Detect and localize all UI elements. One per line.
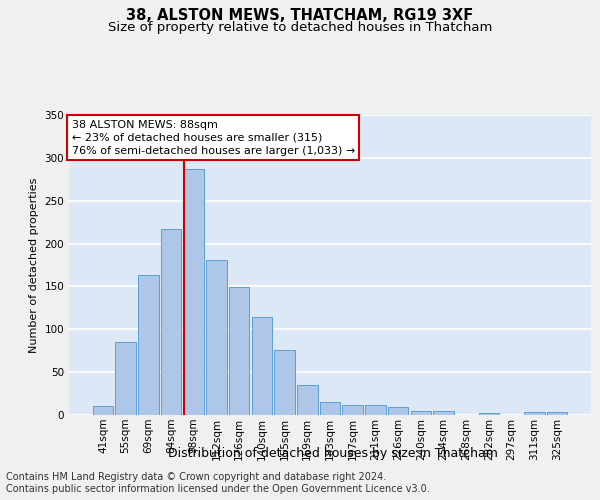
Y-axis label: Number of detached properties: Number of detached properties bbox=[29, 178, 39, 352]
Text: 38 ALSTON MEWS: 88sqm
← 23% of detached houses are smaller (315)
76% of semi-det: 38 ALSTON MEWS: 88sqm ← 23% of detached … bbox=[71, 120, 355, 156]
Bar bbox=[251, 318, 272, 415]
Bar bbox=[184, 169, 204, 415]
Bar bbox=[115, 342, 136, 415]
Bar bbox=[343, 404, 363, 415]
Bar bbox=[320, 402, 340, 415]
Text: Contains HM Land Registry data © Crown copyright and database right 2024.: Contains HM Land Registry data © Crown c… bbox=[6, 472, 386, 482]
Bar bbox=[410, 410, 431, 415]
Bar bbox=[547, 412, 567, 415]
Bar bbox=[138, 276, 158, 415]
Bar bbox=[388, 408, 409, 415]
Bar bbox=[479, 414, 499, 415]
Bar bbox=[229, 288, 250, 415]
Text: Distribution of detached houses by size in Thatcham: Distribution of detached houses by size … bbox=[168, 448, 498, 460]
Bar bbox=[524, 412, 545, 415]
Bar bbox=[206, 260, 227, 415]
Bar bbox=[365, 404, 386, 415]
Bar bbox=[93, 406, 113, 415]
Bar bbox=[274, 350, 295, 415]
Text: 38, ALSTON MEWS, THATCHAM, RG19 3XF: 38, ALSTON MEWS, THATCHAM, RG19 3XF bbox=[127, 8, 473, 22]
Bar bbox=[433, 410, 454, 415]
Bar bbox=[297, 385, 317, 415]
Bar bbox=[161, 229, 181, 415]
Text: Contains public sector information licensed under the Open Government Licence v3: Contains public sector information licen… bbox=[6, 484, 430, 494]
Text: Size of property relative to detached houses in Thatcham: Size of property relative to detached ho… bbox=[108, 21, 492, 34]
